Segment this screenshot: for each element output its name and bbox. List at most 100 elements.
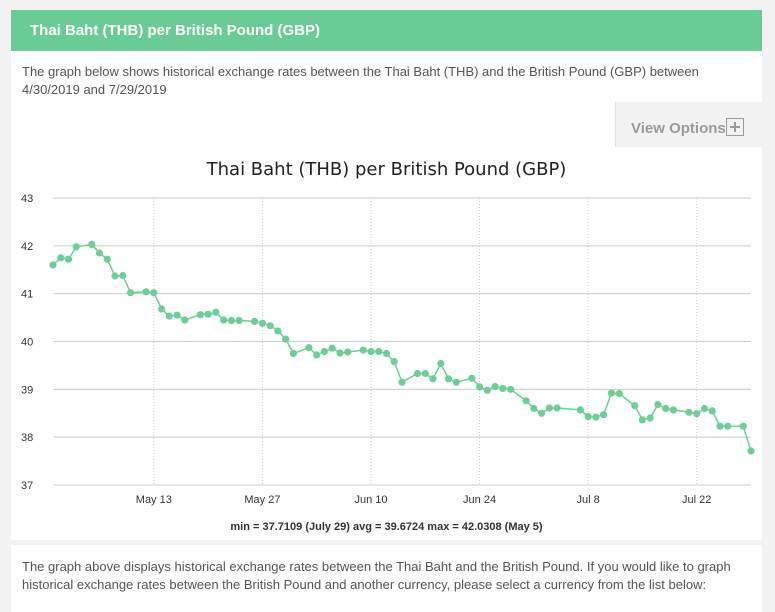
data-point: [88, 240, 96, 248]
data-point: [522, 397, 530, 405]
data-point: [258, 319, 266, 327]
data-point: [553, 404, 561, 412]
plus-icon: [726, 118, 744, 136]
data-point: [227, 316, 235, 325]
y-tick-label: 39: [21, 384, 33, 396]
data-point: [49, 261, 57, 269]
data-point: [483, 386, 491, 394]
y-tick-label: 43: [21, 193, 33, 205]
data-point: [367, 347, 375, 356]
data-point: [747, 447, 755, 455]
data-point: [57, 254, 65, 262]
data-point: [716, 422, 724, 430]
data-point: [344, 348, 352, 356]
view-options-button[interactable]: View Options: [615, 102, 762, 150]
data-point: [212, 308, 220, 316]
data-point: [584, 413, 592, 421]
y-tick-label: 38: [21, 432, 33, 444]
data-point: [739, 422, 747, 430]
data-point: [421, 369, 429, 378]
footer-panel: The graph above displays historical exch…: [11, 545, 762, 612]
data-point: [165, 312, 173, 320]
data-point: [142, 288, 150, 296]
data-point: [693, 410, 701, 418]
data-point: [708, 407, 716, 415]
data-point: [468, 374, 476, 382]
data-point: [538, 409, 546, 417]
page-header: Thai Baht (THB) per British Pound (GBP): [11, 10, 762, 51]
data-point: [685, 408, 693, 416]
data-point: [173, 311, 181, 319]
x-tick-label: Jun 24: [463, 494, 496, 506]
data-point: [413, 369, 422, 378]
data-point: [111, 272, 119, 280]
data-point: [181, 316, 189, 324]
y-tick-label: 40: [21, 337, 33, 349]
data-point: [72, 243, 80, 251]
data-point: [336, 349, 344, 357]
data-point: [320, 347, 328, 356]
y-tick-label: 37: [21, 480, 33, 492]
x-tick-label: May 13: [136, 494, 172, 506]
data-point: [429, 375, 437, 383]
data-point: [289, 349, 297, 358]
view-options-label: View Options: [631, 120, 726, 137]
data-point: [607, 389, 616, 397]
data-point: [235, 316, 243, 325]
data-point: [700, 404, 709, 413]
data-point: [491, 382, 499, 391]
data-point: [476, 383, 484, 391]
data-point: [251, 317, 259, 325]
data-point: [530, 404, 538, 413]
data-point: [313, 351, 321, 359]
data-point: [127, 289, 135, 297]
x-tick-label: Jul 8: [577, 494, 600, 506]
page-title: Thai Baht (THB) per British Pound (GBP): [30, 22, 320, 39]
data-point: [592, 413, 600, 421]
data-point: [359, 346, 367, 354]
data-point: [576, 406, 585, 414]
data-point: [452, 378, 460, 386]
data-point: [724, 422, 732, 430]
chart-title: Thai Baht (THB) per British Pound (GBP): [206, 159, 567, 180]
data-point: [150, 289, 158, 297]
data-point: [196, 311, 204, 319]
data-point: [103, 255, 111, 263]
data-point: [305, 344, 313, 352]
data-point: [266, 322, 274, 330]
data-point: [615, 390, 623, 398]
data-point: [328, 344, 336, 352]
data-point: [158, 305, 166, 313]
data-point: [274, 327, 282, 335]
data-point: [631, 402, 639, 410]
data-point: [662, 404, 670, 413]
description-panel: The graph below shows historical exchang…: [11, 51, 762, 150]
data-point: [382, 349, 391, 358]
footer-text: The graph above displays historical exch…: [22, 559, 731, 592]
y-tick-label: 42: [21, 241, 33, 253]
data-point: [545, 404, 554, 412]
data-point: [638, 416, 647, 424]
data-point: [507, 385, 515, 393]
x-tick-label: Jun 10: [354, 494, 387, 506]
data-point: [282, 335, 290, 343]
chart-panel: Thai Baht (THB) per British Pound (GBP) …: [11, 147, 762, 540]
data-point: [437, 359, 445, 368]
data-point: [390, 358, 398, 366]
data-point: [444, 375, 453, 383]
series-line: [52, 243, 752, 452]
data-point: [398, 378, 406, 386]
y-tick-label: 41: [21, 289, 33, 301]
x-tick-label: Jul 22: [682, 494, 711, 506]
data-point: [119, 271, 127, 280]
data-point: [64, 255, 73, 263]
data-point: [669, 406, 678, 414]
data-point: [499, 384, 507, 392]
data-point: [600, 411, 608, 419]
data-point: [220, 316, 228, 324]
exchange-rate-chart: 37 38 39 40 41 42 43 May 13 May 27 Jun 10 Jun 24 Ju…: [21, 193, 755, 506]
chart-description: The graph below shows historical exchang…: [22, 64, 699, 97]
data-point: [204, 310, 212, 318]
data-point: [95, 249, 104, 257]
data-point: [646, 414, 654, 422]
